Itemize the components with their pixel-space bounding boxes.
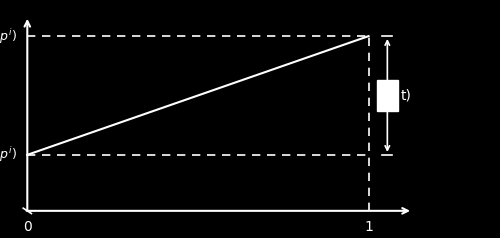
Text: $R_s(1_i,p^i)$: $R_s(1_i,p^i)$ [0, 27, 17, 45]
Text: 0: 0 [23, 220, 32, 234]
Bar [377, 80, 398, 111]
Text: 1: 1 [364, 220, 373, 234]
Text: $R_s(0_i,p^i)$: $R_s(0_i,p^i)$ [0, 145, 17, 164]
Text: t): t) [401, 89, 412, 103]
